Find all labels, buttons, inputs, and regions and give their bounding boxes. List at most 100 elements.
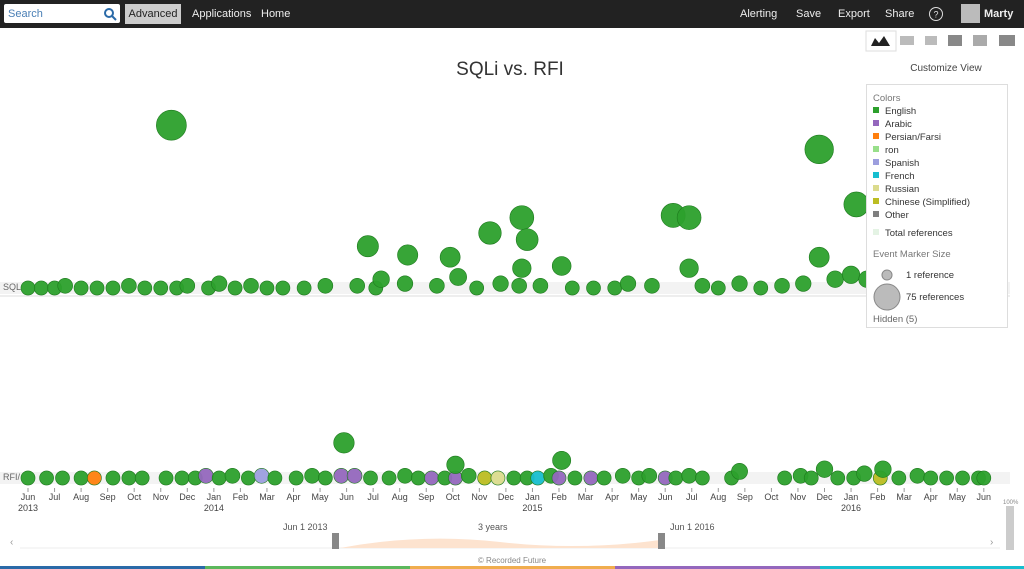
menu-item[interactable]: Save bbox=[796, 8, 822, 20]
event-marker[interactable] bbox=[830, 470, 846, 486]
legend-total[interactable]: Total references bbox=[873, 228, 953, 240]
range-start[interactable]: Jun 1 2013 bbox=[283, 522, 328, 532]
event-marker[interactable] bbox=[891, 470, 907, 486]
legend-item[interactable]: Arabic bbox=[873, 119, 912, 130]
help-icon[interactable]: ? bbox=[928, 6, 944, 22]
legend-item[interactable]: ron bbox=[873, 145, 899, 156]
event-marker[interactable] bbox=[296, 280, 312, 296]
event-marker[interactable] bbox=[39, 470, 54, 486]
event-marker[interactable] bbox=[121, 278, 137, 294]
event-marker[interactable] bbox=[429, 278, 445, 294]
event-marker[interactable] bbox=[506, 470, 522, 486]
event-marker[interactable] bbox=[267, 470, 283, 486]
event-marker[interactable] bbox=[808, 246, 830, 268]
event-marker[interactable] bbox=[681, 468, 697, 484]
event-marker[interactable] bbox=[439, 246, 461, 268]
event-marker[interactable] bbox=[20, 280, 36, 296]
event-marker[interactable] bbox=[552, 450, 572, 470]
menu-item[interactable]: Alerting bbox=[740, 8, 778, 20]
event-marker[interactable] bbox=[33, 280, 49, 296]
event-marker[interactable] bbox=[676, 205, 702, 230]
event-marker[interactable] bbox=[224, 468, 241, 484]
event-marker[interactable] bbox=[446, 455, 465, 474]
event-marker[interactable] bbox=[619, 275, 637, 292]
event-marker[interactable] bbox=[596, 470, 612, 486]
event-marker[interactable] bbox=[909, 468, 926, 484]
view-icons[interactable] bbox=[865, 30, 1015, 52]
event-marker[interactable] bbox=[532, 278, 549, 294]
event-marker[interactable] bbox=[253, 468, 270, 484]
event-marker[interactable] bbox=[158, 470, 174, 486]
event-marker[interactable] bbox=[87, 470, 102, 486]
event-marker[interactable] bbox=[492, 275, 509, 292]
event-marker[interactable] bbox=[804, 134, 834, 165]
event-marker[interactable] bbox=[478, 221, 502, 245]
menu-item[interactable]: Export bbox=[838, 8, 870, 20]
event-marker[interactable] bbox=[874, 460, 892, 478]
event-marker[interactable] bbox=[346, 468, 363, 484]
event-marker[interactable] bbox=[567, 470, 583, 486]
event-marker[interactable] bbox=[512, 258, 532, 278]
menu-item[interactable]: Applications bbox=[192, 8, 252, 20]
legend-item[interactable]: Other bbox=[873, 210, 909, 221]
advanced-button[interactable]: Advanced bbox=[125, 4, 181, 24]
legend-item[interactable]: English bbox=[873, 106, 916, 117]
customize-view[interactable]: Customize View bbox=[910, 63, 982, 74]
event-marker[interactable] bbox=[842, 265, 861, 284]
event-marker[interactable] bbox=[174, 470, 190, 486]
event-marker[interactable] bbox=[241, 470, 256, 486]
event-marker[interactable] bbox=[795, 275, 812, 292]
event-marker[interactable] bbox=[826, 270, 844, 288]
event-marker[interactable] bbox=[134, 470, 150, 486]
event-marker[interactable] bbox=[73, 470, 89, 486]
search-box[interactable]: Search bbox=[4, 4, 120, 23]
avatar[interactable] bbox=[961, 4, 980, 23]
event-marker[interactable] bbox=[515, 228, 539, 251]
event-marker[interactable] bbox=[449, 268, 467, 286]
event-marker[interactable] bbox=[511, 278, 527, 294]
event-marker[interactable] bbox=[469, 280, 485, 296]
event-marker[interactable] bbox=[318, 470, 333, 486]
event-marker[interactable] bbox=[583, 470, 599, 486]
event-marker[interactable] bbox=[211, 470, 227, 486]
event-marker[interactable] bbox=[137, 280, 153, 296]
event-marker[interactable] bbox=[243, 278, 259, 294]
event-marker[interactable] bbox=[551, 470, 567, 486]
event-marker[interactable] bbox=[198, 468, 214, 484]
range-span[interactable]: 3 years bbox=[478, 522, 508, 532]
event-marker[interactable] bbox=[607, 280, 623, 296]
event-marker[interactable] bbox=[333, 432, 355, 454]
event-marker[interactable] bbox=[211, 275, 228, 292]
legend-item[interactable]: Spanish bbox=[873, 158, 919, 169]
event-marker[interactable] bbox=[57, 278, 73, 294]
event-marker[interactable] bbox=[644, 278, 660, 294]
event-marker[interactable] bbox=[731, 463, 748, 480]
event-marker[interactable] bbox=[89, 280, 105, 296]
event-marker[interactable] bbox=[288, 470, 304, 486]
event-marker[interactable] bbox=[396, 275, 414, 292]
event-marker[interactable] bbox=[509, 205, 535, 230]
event-marker[interactable] bbox=[477, 470, 492, 486]
event-marker[interactable] bbox=[259, 280, 275, 296]
range-end[interactable]: Jun 1 2016 bbox=[670, 522, 715, 532]
event-marker[interactable] bbox=[179, 278, 196, 294]
event-marker[interactable] bbox=[530, 470, 546, 486]
event-marker[interactable] bbox=[304, 468, 320, 484]
event-marker[interactable] bbox=[55, 470, 70, 486]
legend-hidden[interactable]: Hidden (5) bbox=[873, 314, 918, 325]
event-marker[interactable] bbox=[668, 470, 684, 486]
event-marker[interactable] bbox=[731, 275, 748, 292]
event-marker[interactable] bbox=[490, 470, 506, 486]
event-marker[interactable] bbox=[939, 470, 954, 486]
event-marker[interactable] bbox=[20, 470, 36, 486]
legend-item[interactable]: Persian/Farsi bbox=[873, 132, 941, 143]
event-marker[interactable] bbox=[410, 470, 426, 486]
event-marker[interactable] bbox=[564, 280, 580, 296]
event-marker[interactable] bbox=[694, 278, 711, 294]
event-marker[interactable] bbox=[586, 280, 601, 296]
legend-item[interactable]: Chinese (Simplified) bbox=[873, 197, 970, 208]
event-marker[interactable] bbox=[333, 468, 350, 484]
event-marker[interactable] bbox=[381, 470, 397, 486]
event-marker[interactable] bbox=[73, 280, 89, 296]
user-name[interactable]: Marty bbox=[984, 8, 1014, 20]
